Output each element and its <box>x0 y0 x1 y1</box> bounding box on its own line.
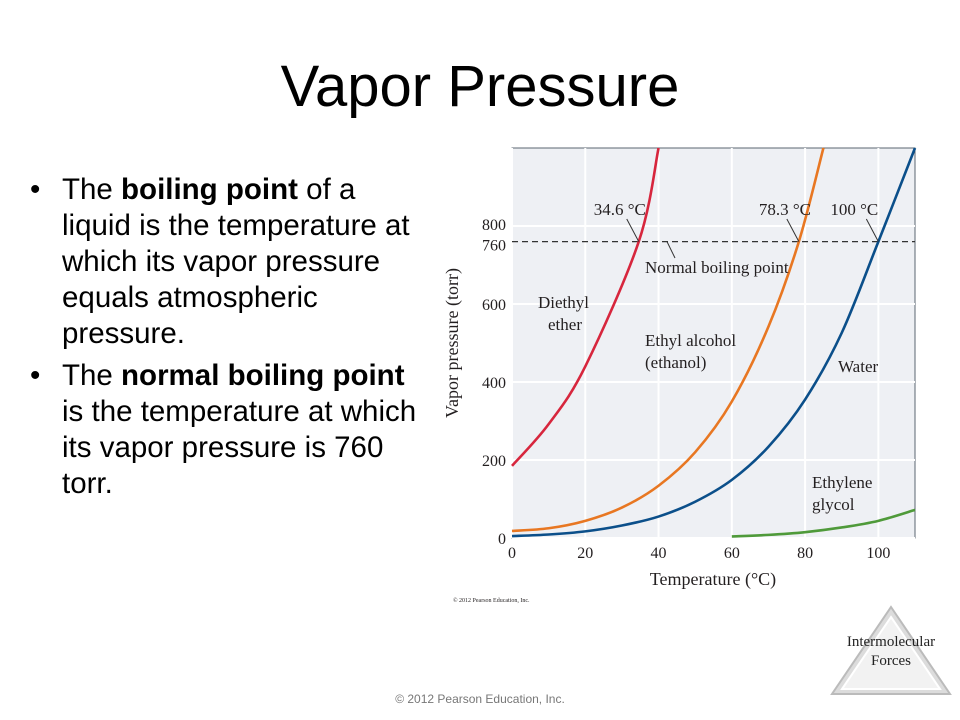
series-lines <box>511 147 917 538</box>
y-tick-label: 0 <box>498 531 506 548</box>
series-label-ethylene-glycol-line1: Ethylene <box>812 473 872 492</box>
x-tick-label: 0 <box>508 545 516 562</box>
boiling-point-annotation-water: 100 °C <box>830 200 878 219</box>
series-label-ethylene-glycol-line2: glycol <box>812 495 855 514</box>
y-axis-title: Vapor pressure (torr) <box>445 268 463 418</box>
y-tick-label: 200 <box>482 453 506 470</box>
series-label-diethyl-ether-line2: ether <box>548 315 582 334</box>
series-line-ethylene-glycol <box>731 508 916 538</box>
series-label-diethyl-ether: Diethyl ether <box>538 293 593 334</box>
bullet-2-after: is the temperature at which its vapor pr… <box>62 395 417 500</box>
boiling-point-annotation-ether: 34.6 °C <box>594 200 646 219</box>
bullet-normal-boiling-point: • The normal boiling point is the tempera… <box>28 358 418 502</box>
series-label-ethanol: Ethyl alcohol (ethanol) <box>645 331 740 372</box>
reference-line-label: Normal boiling point <box>645 258 789 277</box>
series-line-diethyl-ether <box>511 147 660 467</box>
bullet-1-after: of a liquid is the temperature at which … <box>62 173 410 350</box>
slide-copyright: © 2012 Pearson Education, Inc. <box>395 692 565 706</box>
x-tick-label: 100 <box>866 545 890 562</box>
vapor-pressure-chart: 0 200 400 600 760 800 0 20 40 60 80 100 Vapor pres… <box>445 140 925 610</box>
bullet-1-bold: boiling point <box>121 173 298 206</box>
x-tick-label: 20 <box>577 545 593 562</box>
series-label-water: Water <box>838 357 878 376</box>
annotation-leaders <box>626 218 879 259</box>
series-label-ethanol-line1: Ethyl alcohol <box>645 331 736 350</box>
bullet-dot-icon: • <box>30 359 41 392</box>
series-line-ethyl-alcohol-ethanol <box>511 147 825 533</box>
y-tick-label: 760 <box>482 238 506 255</box>
reference-label-leader-line <box>666 241 676 259</box>
x-tick-label: 40 <box>651 545 667 562</box>
bullet-list: • The boiling point of a liquid is the te… <box>28 172 418 508</box>
annotation-leader-line <box>786 218 800 242</box>
y-tick-label: 400 <box>482 375 506 392</box>
chart-credit: © 2012 Pearson Education, Inc. <box>453 597 530 604</box>
x-tick-label: 80 <box>797 545 813 562</box>
topic-badge: Intermolecular Forces <box>826 603 956 698</box>
bullet-dot-icon: • <box>30 173 41 206</box>
chart-gridlines <box>511 148 915 539</box>
bullet-1-before: The <box>62 173 122 206</box>
y-tick-label: 800 <box>482 217 506 234</box>
triangle-badge-icon <box>830 605 952 695</box>
plot-area <box>511 147 916 539</box>
badge-label: Intermolecular Forces <box>826 633 956 671</box>
annotation-leader-line <box>865 218 879 242</box>
y-ticks: 0 200 400 600 760 800 <box>482 217 506 548</box>
chart-svg: 0 200 400 600 760 800 0 20 40 60 80 100 Vapor pres… <box>445 147 917 604</box>
x-tick-label: 60 <box>724 545 740 562</box>
badge-line-2: Forces <box>871 653 911 669</box>
boiling-point-annotation-ethanol: 78.3 °C <box>759 200 811 219</box>
series-line-water <box>511 147 917 538</box>
series-label-ethylene-glycol: Ethylene glycol <box>812 473 877 514</box>
annotation-leader-line <box>626 218 640 242</box>
bullet-2-before: The <box>62 359 122 392</box>
x-ticks: 0 20 40 60 80 100 <box>508 545 890 562</box>
badge-line-1: Intermolecular <box>846 634 936 650</box>
x-axis-title: Temperature (°C) <box>650 569 776 590</box>
series-label-diethyl-ether-line1: Diethyl <box>538 293 589 312</box>
series-label-water-line1: Water <box>838 357 878 376</box>
bullet-boiling-point: • The boiling point of a liquid is the te… <box>28 172 418 352</box>
bullet-2-bold: normal boiling point <box>121 359 405 392</box>
y-tick-label: 600 <box>482 297 506 314</box>
reference-line-label-text: Normal boiling point <box>645 258 789 277</box>
series-label-ethanol-line2: (ethanol) <box>645 353 706 372</box>
slide-title: Vapor Pressure <box>280 54 680 119</box>
